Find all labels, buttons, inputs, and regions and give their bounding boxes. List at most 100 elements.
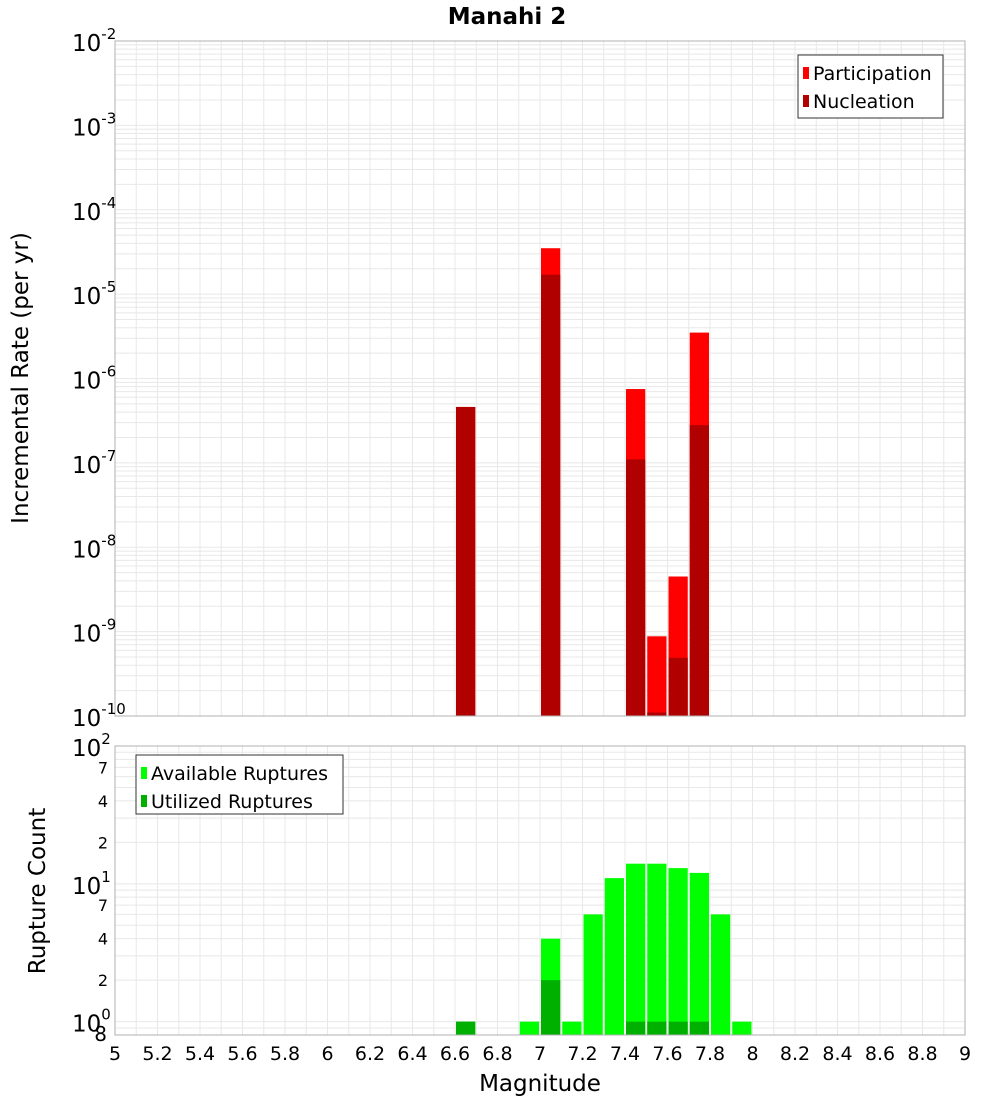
y-minor-tick-label: 2 <box>98 971 108 990</box>
y-tick-label: 10-4 <box>72 194 116 226</box>
x-tick-label: 9 <box>959 1043 971 1065</box>
x-tick-label: 8.6 <box>865 1043 895 1065</box>
bar <box>456 1021 476 1035</box>
bar <box>689 1021 709 1035</box>
y-tick-label: 102 <box>72 730 111 762</box>
top-panel-bars <box>456 248 709 717</box>
y-tick-exponent: -6 <box>101 363 116 381</box>
y-tick-exponent: -3 <box>101 109 116 127</box>
y-tick-exponent: 2 <box>101 730 111 748</box>
x-tick-label: 8.8 <box>907 1043 937 1065</box>
bar <box>541 980 561 1035</box>
bottom-legend: Available Ruptures Utilized Ruptures <box>135 754 344 815</box>
x-tick-label: 7.4 <box>610 1043 640 1065</box>
x-tick-label: 6.4 <box>397 1043 427 1065</box>
y-tick-label: 10-9 <box>72 616 116 648</box>
bar <box>456 406 476 716</box>
bar <box>711 914 731 1035</box>
legend-label: Utilized Ruptures <box>151 791 313 813</box>
top-y-axis-ticks: 10-2 10-3 10-4 10-5 10-6 10-7 10-8 10-9 10-10 <box>72 25 126 732</box>
bottom-plot-frame <box>114 745 966 1036</box>
top-plot-frame <box>114 40 966 717</box>
y-tick-exponent: -9 <box>101 616 116 634</box>
bottom-panel-bars <box>456 863 752 1035</box>
y-tick-exponent: 0 <box>101 1006 111 1024</box>
x-tick-label: 7.8 <box>695 1043 725 1065</box>
bar <box>668 1021 688 1035</box>
y-tick-label: 10-5 <box>72 278 116 310</box>
y-tick-exponent: -7 <box>101 447 116 465</box>
legend-swatch <box>141 767 147 779</box>
y-tick-label: 10-3 <box>72 109 116 141</box>
y-tick-exponent: -8 <box>101 531 116 549</box>
y-tick-exponent: -10 <box>101 700 126 718</box>
y-minor-tick-label: 4 <box>98 930 108 949</box>
legend-label: Available Ruptures <box>151 763 328 785</box>
bar <box>519 1021 539 1035</box>
x-tick-label: 5.8 <box>270 1043 300 1065</box>
y-minor-tick-label: 7 <box>98 896 108 915</box>
bar <box>541 274 561 716</box>
bar <box>562 1021 582 1035</box>
bar <box>689 872 709 1035</box>
bar <box>626 863 646 1035</box>
legend-swatch <box>141 795 147 807</box>
top-panel-grid <box>114 41 966 717</box>
legend-swatch <box>803 95 809 107</box>
x-tick-label: 8.2 <box>780 1043 810 1065</box>
y-tick-exponent: 1 <box>101 868 111 886</box>
y-minor-tick-label: 4 <box>98 792 108 811</box>
bar <box>689 425 709 716</box>
top-y-axis-label: Incremental Rate (per yr) <box>8 232 34 524</box>
bottom-y-axis-label: Rupture Count <box>25 808 51 974</box>
y-tick-label: 101 <box>72 868 111 900</box>
x-tick-label: 5.4 <box>185 1043 215 1065</box>
x-tick-label: 5.6 <box>227 1043 257 1065</box>
bar <box>583 914 603 1035</box>
x-axis-ticks: 5 5.2 5.4 5.6 5.8 6 6.2 6.4 6.6 6.8 7 7.2 7.4 7.6 7.8 8… <box>109 1043 971 1065</box>
bar <box>647 1021 667 1035</box>
legend-label: Nucleation <box>813 91 915 113</box>
bar <box>604 878 624 1035</box>
bar <box>647 636 667 716</box>
bar <box>626 1021 646 1035</box>
x-tick-label: 6.6 <box>440 1043 470 1065</box>
top-legend: Participation Nucleation <box>797 54 944 119</box>
x-tick-label: 7.2 <box>567 1043 597 1065</box>
legend-box <box>797 54 944 119</box>
y-tick-exponent: -5 <box>101 278 116 296</box>
y-tick-label: 10-10 <box>72 700 126 732</box>
y-tick-label: 10-7 <box>72 447 116 479</box>
x-tick-label: 7 <box>534 1043 546 1065</box>
x-tick-label: 6.2 <box>355 1043 385 1065</box>
y-minor-tick-label: 7 <box>98 758 108 777</box>
y-tick-exponent: -4 <box>101 194 116 212</box>
y-minor-tick-label: 2 <box>98 833 108 852</box>
x-tick-label: 8.4 <box>822 1043 852 1065</box>
y-minor-tick-label: 8 <box>94 1022 107 1046</box>
bar <box>668 657 688 716</box>
x-tick-label: 5.2 <box>142 1043 172 1065</box>
x-tick-label: 6.8 <box>482 1043 512 1065</box>
y-tick-label: 10-6 <box>72 363 116 395</box>
x-tick-label: 6 <box>321 1043 333 1065</box>
x-tick-label: 7.6 <box>652 1043 682 1065</box>
legend-box <box>135 754 344 815</box>
chart-title: Manahi 2 <box>448 4 567 30</box>
y-tick-label: 10-8 <box>72 531 116 563</box>
x-tick-label: 8 <box>746 1043 758 1065</box>
legend-swatch <box>803 67 809 79</box>
legend-label: Participation <box>813 63 932 85</box>
y-tick-exponent: -2 <box>101 25 116 43</box>
bar <box>647 712 667 716</box>
y-tick-label: 10-2 <box>72 25 116 57</box>
bar <box>626 459 646 716</box>
bar <box>732 1021 752 1035</box>
x-axis-label: Magnitude <box>479 1071 601 1097</box>
bar <box>647 863 667 1035</box>
bar <box>668 868 688 1035</box>
x-tick-label: 5 <box>109 1043 121 1065</box>
